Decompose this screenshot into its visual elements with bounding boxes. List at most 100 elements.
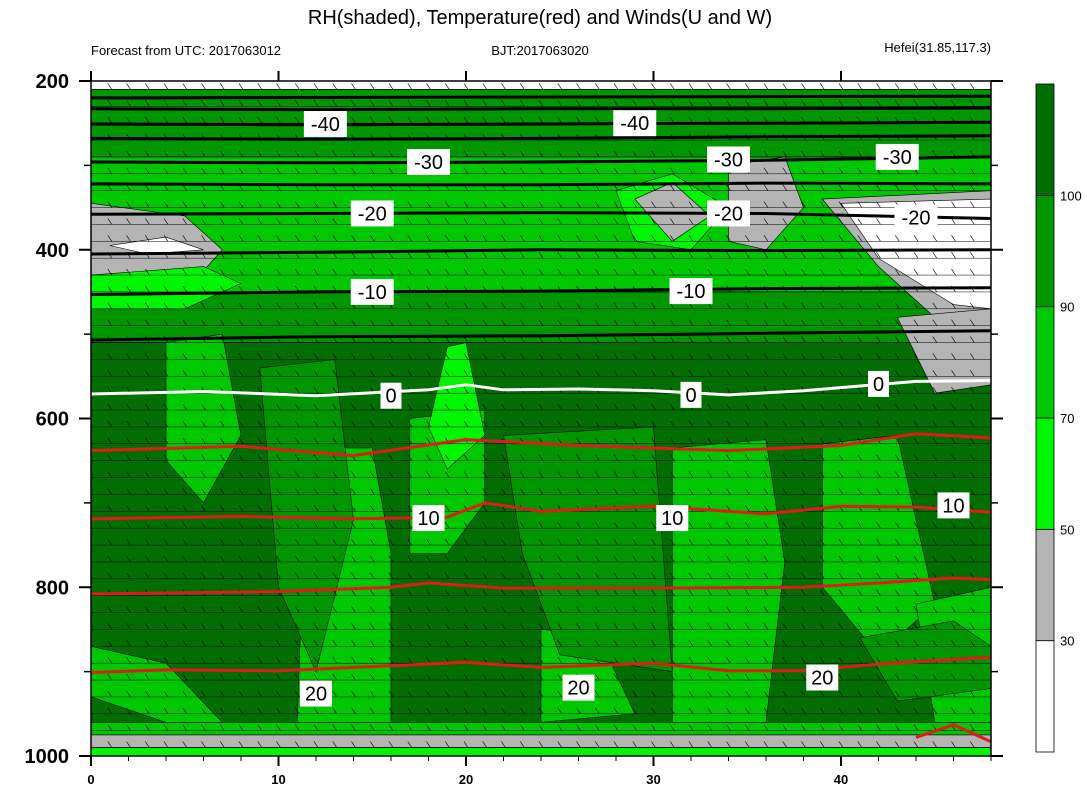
colorbar-label: 70: [1060, 411, 1074, 426]
temp-contour-minus50: [91, 94, 991, 100]
temp-contour-10: [91, 501, 991, 521]
rh-region-4: [91, 721, 991, 736]
contour-label-text: -10: [677, 281, 706, 303]
contour-label-text: 0: [385, 386, 396, 408]
contour-label-2-0: -40: [303, 111, 347, 138]
colorbar-label: 30: [1060, 634, 1074, 649]
rh-shading: [91, 89, 991, 756]
contour-label-6-0: -20: [350, 200, 394, 227]
temperature-contours: [91, 94, 991, 744]
rh-region-6: [91, 747, 991, 756]
subtitle-center: BJT:2017063020: [491, 43, 589, 58]
wind-barb-ticks-29: [107, 572, 975, 579]
contour-label-10-1: 0: [680, 381, 702, 408]
wind-barb-ticks-16: [107, 353, 975, 360]
contour-label-2-1: -40: [613, 110, 657, 137]
temp-contour-0: [91, 379, 991, 398]
temp-contour-minus35: [91, 134, 991, 141]
contour-label-text: 10: [942, 495, 964, 517]
contour-label-box: [669, 278, 713, 305]
subtitle-right: Hefei(31.85,117.3): [884, 40, 991, 55]
temp-contour-minus45: [91, 106, 991, 112]
contour-label-text: -30: [414, 152, 443, 174]
chart-title: RH(shaded), Temperature(red) and Winds(U…: [308, 7, 772, 29]
wind-barb-ticks-2: [107, 117, 975, 124]
contour-label-text: -30: [714, 149, 743, 171]
colorbar: 30 50 70 90 100: [1035, 83, 1082, 753]
wind-barb-ticks-1: [107, 100, 975, 107]
contour-label-box: [380, 382, 402, 409]
contour-label-box: [707, 146, 750, 173]
temp-contour-minus40: [91, 120, 991, 127]
wind-barb-ticks-0: [107, 83, 975, 90]
wind-barb-ticks-33: [107, 640, 975, 647]
contour-label-text: 0: [873, 374, 884, 396]
contour-label-box: [350, 278, 394, 305]
colorbar-bin-2: [1035, 417, 1055, 530]
contour-label-box: [937, 492, 970, 519]
wind-barb-ticks-23: [107, 471, 975, 478]
contour-label-text: -40: [311, 114, 340, 136]
wind-barb-ticks-27: [107, 538, 975, 546]
temp-contour-minus30: [91, 155, 991, 165]
contour-label-12-2: 10: [937, 492, 970, 519]
temp-contour-minus15: [91, 248, 991, 256]
x-tick-label: 10: [271, 772, 285, 787]
contour-labels: -40 -40 -30 -30 -30 -20 -20 -20 -10 -10 0 0 0 10 10 10 2…: [300, 110, 970, 707]
colorbar-label: 100: [1060, 188, 1082, 203]
contour-label-box: [707, 200, 750, 227]
contour-label-box: [680, 381, 702, 408]
rh-region-20: [91, 645, 224, 723]
temp-contour-minus20: [91, 211, 991, 220]
contour-label-12-0: 10: [412, 505, 445, 532]
contour-label-4-0: -30: [407, 149, 450, 175]
temp-contour-25: [915, 723, 991, 744]
contour-label-text: -40: [620, 113, 649, 135]
wind-barb-ticks-24: [107, 488, 975, 495]
rh-region-12: [728, 156, 804, 251]
wind-barb-ticks-13: [107, 302, 975, 309]
contour-label-8-0: -10: [350, 278, 394, 305]
contour-label-12-1: 10: [656, 505, 689, 532]
contour-label-10-0: 0: [380, 382, 402, 409]
plot-area: [91, 83, 991, 756]
wind-barb-ticks-39: [107, 741, 975, 748]
x-tick-label: 30: [646, 772, 660, 787]
rh-region-9: [91, 266, 242, 310]
contour-label-box: [562, 674, 595, 701]
contour-label-14-0: 20: [300, 680, 332, 707]
contour-label-14-1: 20: [562, 674, 595, 701]
wind-barb-ticks-38: [107, 724, 975, 731]
contour-label-box: [613, 110, 657, 137]
contour-label-box: [875, 143, 919, 170]
contour-label-box: [350, 200, 394, 227]
colorbar-bin-3: [1035, 306, 1055, 419]
contour-label-text: 10: [417, 508, 439, 530]
temp-contour-minus25: [91, 181, 991, 187]
contour-label-box: [656, 505, 689, 532]
wind-barb-ticks-31: [107, 606, 975, 613]
contour-label-text: 0: [685, 385, 696, 407]
subtitle-left: Forecast from UTC: 2017063012: [91, 43, 281, 58]
contour-label-text: 20: [811, 668, 833, 690]
contour-label-10-2: 0: [868, 370, 889, 397]
colorbar-bin-0: [1035, 640, 1055, 753]
contour-label-box: [300, 680, 332, 707]
wind-barb-ticks-26: [107, 522, 975, 529]
y-tick-label: 800: [36, 577, 69, 599]
colorbar-bin-1: [1035, 528, 1055, 642]
temp-contour-minus5: [91, 329, 991, 342]
colorbar-bin-4: [1035, 194, 1055, 308]
wind-barb-ticks-5: [107, 167, 975, 174]
y-tick-label: 600: [36, 409, 69, 431]
colorbar-label: 90: [1060, 300, 1074, 315]
contour-label-6-2: -20: [894, 204, 938, 231]
x-tick-label: 20: [459, 772, 473, 787]
wind-barb-ticks-11: [107, 268, 975, 276]
temp-contour-minus10: [91, 286, 991, 296]
contour-label-box: [407, 149, 450, 175]
contour-label-text: -30: [883, 147, 912, 169]
contour-label-text: -10: [358, 282, 387, 304]
